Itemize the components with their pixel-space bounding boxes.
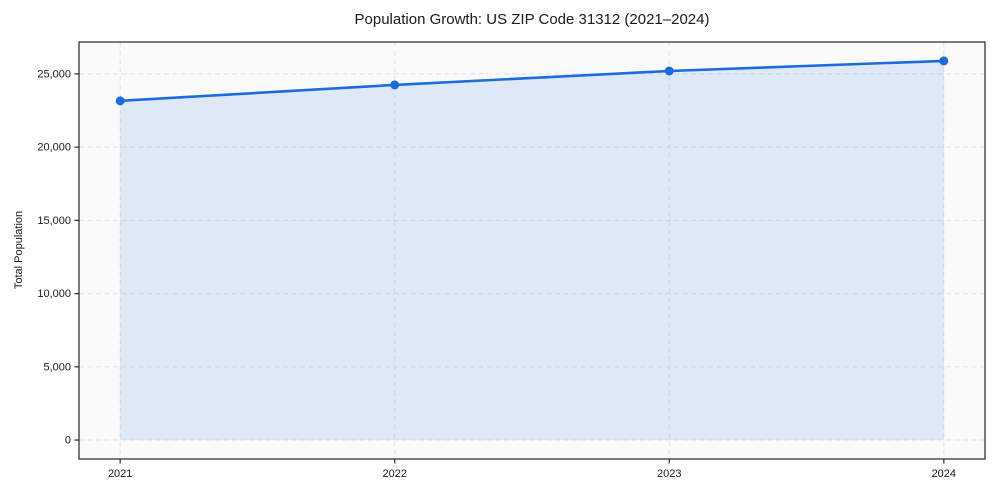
area-fill	[120, 60, 944, 441]
y-tick-label-25,000: 25,000	[37, 68, 71, 80]
x-tick-label-2024: 2024	[932, 468, 956, 480]
y-tick-label-20,000: 20,000	[37, 142, 71, 154]
y-tick-label-0: 0	[65, 435, 71, 447]
y-tick-label-15,000: 15,000	[37, 215, 71, 227]
plot-background	[79, 42, 985, 459]
chart-title: Population Growth: US ZIP Code 31312 (20…	[354, 11, 710, 28]
x-tick-label-2023: 2023	[657, 468, 681, 480]
trend-line	[118, 59, 946, 103]
data-point-2024	[939, 56, 949, 66]
x-tick-label-2022: 2022	[382, 468, 406, 480]
data-point-2021	[115, 96, 125, 106]
x-tick-label-2021: 2021	[108, 468, 132, 480]
data-point-2022	[390, 80, 400, 90]
y-tick-label-10,000: 10,000	[37, 288, 71, 300]
y-tick-label-5,000: 5,000	[43, 361, 71, 373]
axes-spines	[78, 41, 986, 460]
data-point-2023	[664, 66, 674, 76]
y-axis-label: Total Population	[13, 210, 25, 290]
